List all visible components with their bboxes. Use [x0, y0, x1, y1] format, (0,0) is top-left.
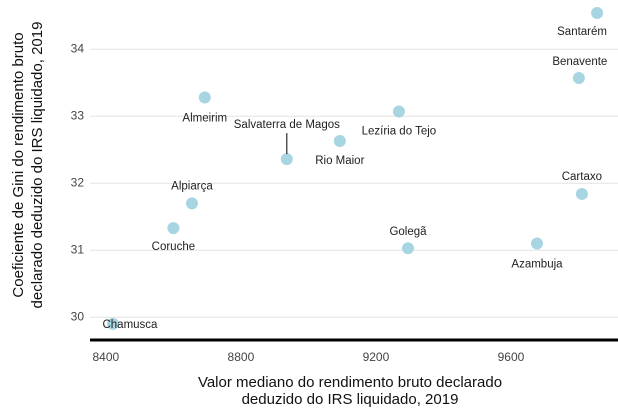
point-label: Alpiarça	[171, 180, 213, 192]
point	[198, 91, 211, 104]
x-axis-title: Valor mediano do rendimento bruto declar…	[198, 374, 502, 391]
x-tick-label: 8800	[228, 350, 255, 364]
point-label: Rio Maior	[315, 155, 364, 167]
point-label: Lezíria do Tejo	[362, 126, 437, 138]
point-label: Benavente	[552, 56, 607, 68]
x-tick-label: 9200	[363, 350, 390, 364]
point	[106, 317, 119, 330]
point	[530, 237, 543, 250]
point-label: Santarém	[557, 26, 607, 38]
y-tick-label: 32	[71, 175, 85, 189]
point-label: Cartaxo	[562, 171, 602, 183]
point	[167, 222, 180, 235]
y-axis-title: declarado deduzido do IRS liquidado, 201…	[29, 22, 46, 309]
y-axis-title: Coeficiente de Gini do rendimento bruto	[10, 32, 27, 297]
point-label: Azambuja	[511, 259, 563, 271]
point	[402, 242, 415, 255]
point-label: Coruche	[152, 241, 195, 253]
point	[280, 153, 293, 166]
x-tick-label: 9600	[498, 350, 525, 364]
point	[185, 197, 198, 210]
point	[575, 187, 588, 200]
y-tick-label: 30	[71, 309, 85, 323]
point-label: Chamusca	[102, 319, 158, 331]
point	[572, 72, 585, 85]
point-label: Salvaterra de Magos	[234, 119, 340, 131]
y-tick-label: 33	[71, 108, 85, 122]
x-axis-title: deduzido do IRS liquidado, 2019	[242, 391, 459, 408]
point-label: Almeirim	[182, 112, 227, 124]
x-tick-label: 8400	[93, 350, 120, 364]
point	[333, 135, 346, 148]
y-tick-label: 31	[71, 242, 85, 256]
point	[392, 105, 405, 118]
point	[591, 7, 604, 20]
y-tick-label: 34	[71, 41, 85, 55]
point-label: Golegã	[389, 226, 427, 238]
